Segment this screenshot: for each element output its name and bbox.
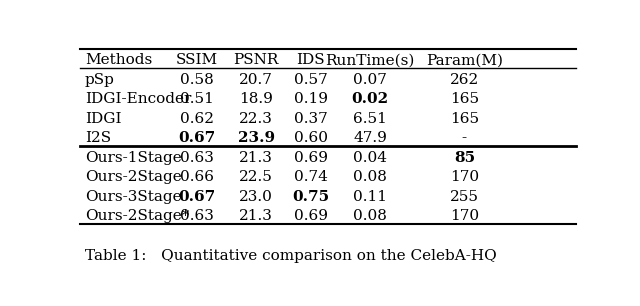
Text: 0.19: 0.19 — [294, 92, 328, 106]
Text: Ours-3Stage: Ours-3Stage — [85, 190, 182, 204]
Text: 0.69: 0.69 — [294, 209, 328, 223]
Text: 0.57: 0.57 — [294, 73, 328, 87]
Text: 0.63: 0.63 — [180, 151, 214, 165]
Text: Ours-2Stage*: Ours-2Stage* — [85, 209, 189, 223]
Text: 23.0: 23.0 — [239, 190, 273, 204]
Text: 0.63: 0.63 — [180, 209, 214, 223]
Text: 0.11: 0.11 — [353, 190, 387, 204]
Text: 0.74: 0.74 — [294, 170, 328, 184]
Text: RunTime(s): RunTime(s) — [326, 53, 415, 67]
Text: 0.37: 0.37 — [294, 112, 328, 126]
Text: 0.69: 0.69 — [294, 151, 328, 165]
Text: 23.9: 23.9 — [237, 131, 275, 145]
Text: 22.3: 22.3 — [239, 112, 273, 126]
Text: 21.3: 21.3 — [239, 151, 273, 165]
Text: I2S: I2S — [85, 131, 111, 145]
Text: 165: 165 — [450, 112, 479, 126]
Text: pSp: pSp — [85, 73, 115, 87]
Text: 0.62: 0.62 — [180, 112, 214, 126]
Text: IDGI-Encoder: IDGI-Encoder — [85, 92, 191, 106]
Text: 0.67: 0.67 — [178, 131, 215, 145]
Text: Ours-2Stage: Ours-2Stage — [85, 170, 182, 184]
Text: -: - — [462, 131, 467, 145]
Text: 170: 170 — [450, 209, 479, 223]
Text: 0.02: 0.02 — [351, 92, 388, 106]
Text: 0.04: 0.04 — [353, 151, 387, 165]
Text: 165: 165 — [450, 92, 479, 106]
Text: 22.5: 22.5 — [239, 170, 273, 184]
Text: 0.51: 0.51 — [180, 92, 214, 106]
Text: 0.58: 0.58 — [180, 73, 213, 87]
Text: 18.9: 18.9 — [239, 92, 273, 106]
Text: 0.08: 0.08 — [353, 209, 387, 223]
Text: 21.3: 21.3 — [239, 209, 273, 223]
Text: Param(M): Param(M) — [426, 53, 503, 67]
Text: 85: 85 — [454, 151, 475, 165]
Text: Table 1:   Quantitative comparison on the CelebA-HQ: Table 1: Quantitative comparison on the … — [85, 249, 497, 263]
Text: IDS: IDS — [296, 53, 325, 67]
Text: SSIM: SSIM — [175, 53, 218, 67]
Text: Methods: Methods — [85, 53, 152, 67]
Text: 6.51: 6.51 — [353, 112, 387, 126]
Text: PSNR: PSNR — [234, 53, 279, 67]
Text: 0.07: 0.07 — [353, 73, 387, 87]
Text: 170: 170 — [450, 170, 479, 184]
Text: 0.60: 0.60 — [294, 131, 328, 145]
Text: 0.67: 0.67 — [178, 190, 215, 204]
Text: 0.75: 0.75 — [292, 190, 329, 204]
Text: IDGI: IDGI — [85, 112, 122, 126]
Text: Ours-1Stage: Ours-1Stage — [85, 151, 182, 165]
Text: 262: 262 — [450, 73, 479, 87]
Text: 0.66: 0.66 — [180, 170, 214, 184]
Text: 255: 255 — [450, 190, 479, 204]
Text: 0.08: 0.08 — [353, 170, 387, 184]
Text: 20.7: 20.7 — [239, 73, 273, 87]
Text: 47.9: 47.9 — [353, 131, 387, 145]
